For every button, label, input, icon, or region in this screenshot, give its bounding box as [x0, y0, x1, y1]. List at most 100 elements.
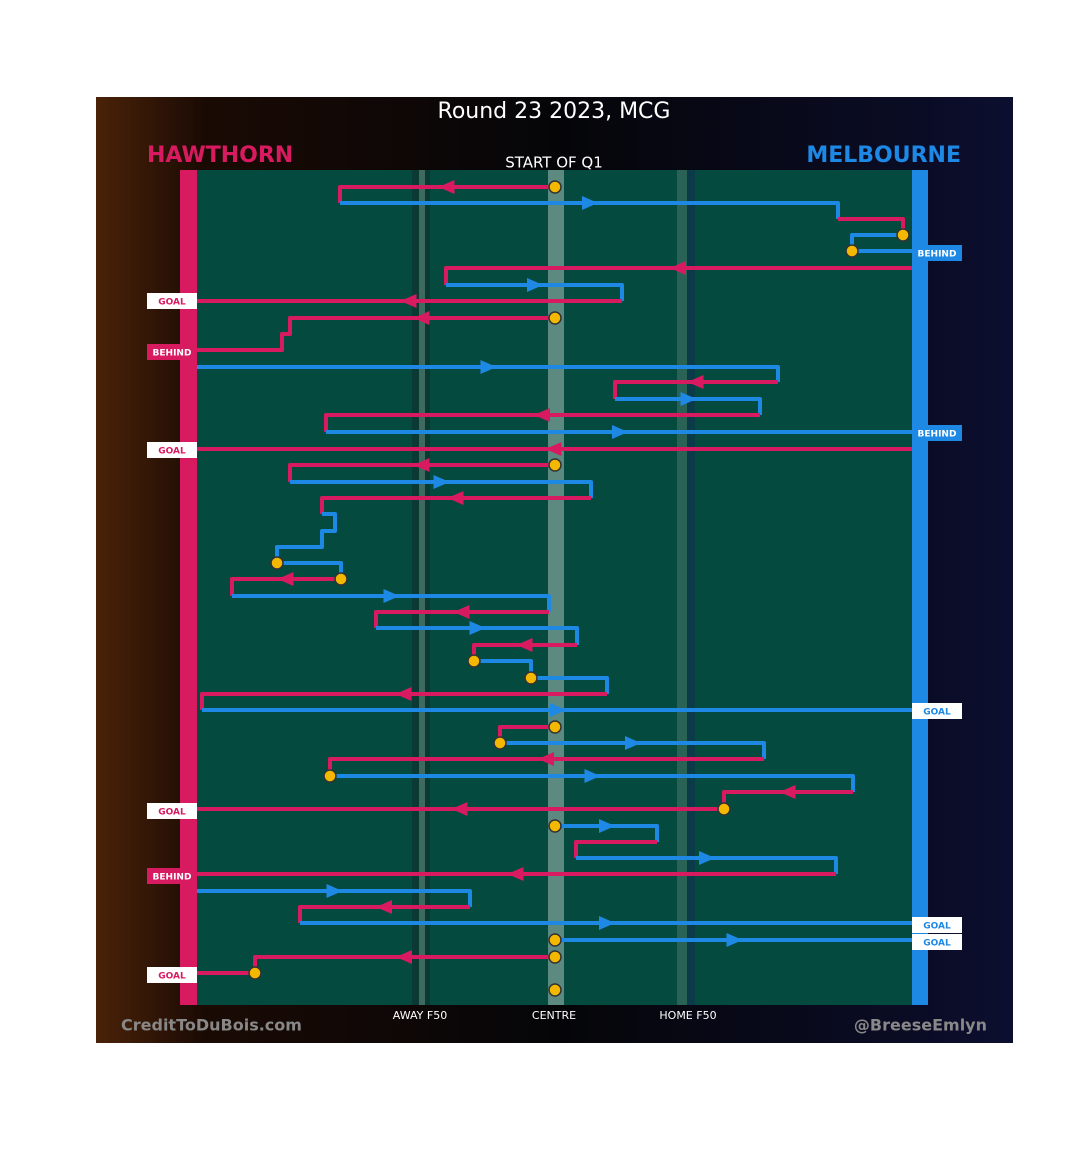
- turnover-marker: [548, 311, 562, 325]
- arrow: [625, 736, 641, 750]
- turnover-marker: [548, 983, 562, 997]
- turnover-marker: [548, 720, 562, 734]
- chain-segment: [290, 480, 593, 498]
- chain-segment: [446, 283, 624, 301]
- chain-segment: [197, 316, 555, 352]
- arrow: [453, 605, 470, 619]
- arrow: [507, 867, 524, 881]
- outcome-box: [912, 245, 962, 261]
- away-team: MELBOURNE: [806, 143, 961, 168]
- zone-stripe: [687, 170, 695, 1005]
- arrow: [612, 425, 628, 439]
- chain-segment: [200, 692, 607, 710]
- outcome-label: GOAL: [923, 939, 951, 949]
- turnover-marker: [548, 180, 562, 194]
- chains: [197, 180, 912, 975]
- chain-segment: [555, 824, 659, 842]
- arrow: [584, 769, 601, 783]
- arrow: [699, 851, 715, 865]
- outcome-label: GOAL: [158, 298, 186, 308]
- outcome-box: [147, 344, 197, 360]
- turnover-marker: [467, 654, 481, 668]
- arrow: [469, 621, 486, 635]
- outcome-box: [912, 917, 962, 933]
- arrow: [726, 933, 743, 947]
- arrow: [670, 261, 686, 275]
- turnover-marker: [896, 228, 910, 242]
- chain-segment: [374, 610, 549, 628]
- turnover-marker: [323, 769, 337, 783]
- arrow: [447, 491, 464, 505]
- arrow: [438, 180, 455, 194]
- turnover-marker: [334, 572, 348, 586]
- turnover-marker: [493, 736, 507, 750]
- arrow: [516, 638, 533, 652]
- arrow: [550, 703, 566, 717]
- chain-segment: [197, 365, 780, 382]
- arrow: [451, 802, 468, 816]
- turnover-marker: [248, 966, 262, 980]
- chain-segment: [338, 185, 555, 203]
- arrow: [545, 442, 562, 456]
- chain-segment: [576, 856, 838, 874]
- chain-segment: [197, 889, 472, 907]
- arrow: [277, 572, 294, 586]
- arrow: [680, 392, 697, 406]
- zone-label: HOME F50: [659, 1009, 716, 1022]
- chain-segment: [615, 397, 762, 415]
- outcome-label: BEHIND: [918, 250, 957, 260]
- outcome-label: BEHIND: [918, 430, 957, 440]
- chain-segment: [288, 463, 555, 482]
- turnover-marker: [548, 950, 562, 964]
- away-goal-line: [912, 170, 928, 1005]
- chain-segment: [574, 840, 657, 858]
- arrow: [779, 785, 796, 799]
- turnover-marker: [548, 933, 562, 947]
- outcome-box: [912, 703, 962, 719]
- turnover-marker: [548, 819, 562, 833]
- arrow: [376, 900, 392, 914]
- zone-label: CENTRE: [532, 1009, 576, 1022]
- outcome-label: GOAL: [158, 808, 186, 818]
- arrow: [400, 294, 417, 308]
- credit: CreditToDuBois.com: [121, 1016, 302, 1035]
- arrow: [582, 196, 598, 210]
- chain-segment: [230, 577, 341, 596]
- chain-segment: [340, 201, 840, 219]
- zone-stripe: [419, 170, 425, 1005]
- turnover-marker: [548, 458, 562, 472]
- outcome-box: [912, 934, 962, 950]
- chain-segment: [320, 496, 591, 514]
- arrow: [527, 278, 543, 292]
- arrow: [687, 375, 704, 389]
- chain-segment: [531, 676, 609, 694]
- turnover-marker: [524, 671, 538, 685]
- arrow: [326, 884, 343, 898]
- outcome-label: GOAL: [158, 447, 186, 457]
- arrow: [599, 916, 615, 930]
- chain-segment: [376, 626, 579, 645]
- arrow: [534, 408, 550, 422]
- zone-stripe: [548, 170, 564, 1005]
- arrow: [538, 752, 554, 766]
- chain-segment: [324, 413, 760, 432]
- outcome-label: GOAL: [923, 922, 951, 932]
- turnover-marker: [717, 802, 731, 816]
- start-label: START OF Q1: [505, 154, 603, 172]
- outcome-box: [147, 442, 197, 458]
- chain-segment: [500, 741, 766, 759]
- chain-segment: [298, 905, 470, 923]
- turnover-marker: [845, 244, 859, 258]
- outcome-label: BEHIND: [153, 873, 192, 883]
- outcome-label: GOAL: [158, 972, 186, 982]
- chain-segment: [613, 380, 778, 399]
- outcome-box: [147, 293, 197, 309]
- markers: [248, 180, 910, 997]
- home-goal-line: [180, 170, 197, 1005]
- outcome-box: [912, 425, 962, 441]
- chain-segment: [330, 774, 855, 792]
- title: Round 23 2023, MCG: [438, 99, 671, 124]
- chain-segment: [232, 594, 551, 612]
- outcomes: BEHIND GOAL BEHIND BEHIND GOAL GOAL GOAL BEHIND…: [147, 245, 962, 983]
